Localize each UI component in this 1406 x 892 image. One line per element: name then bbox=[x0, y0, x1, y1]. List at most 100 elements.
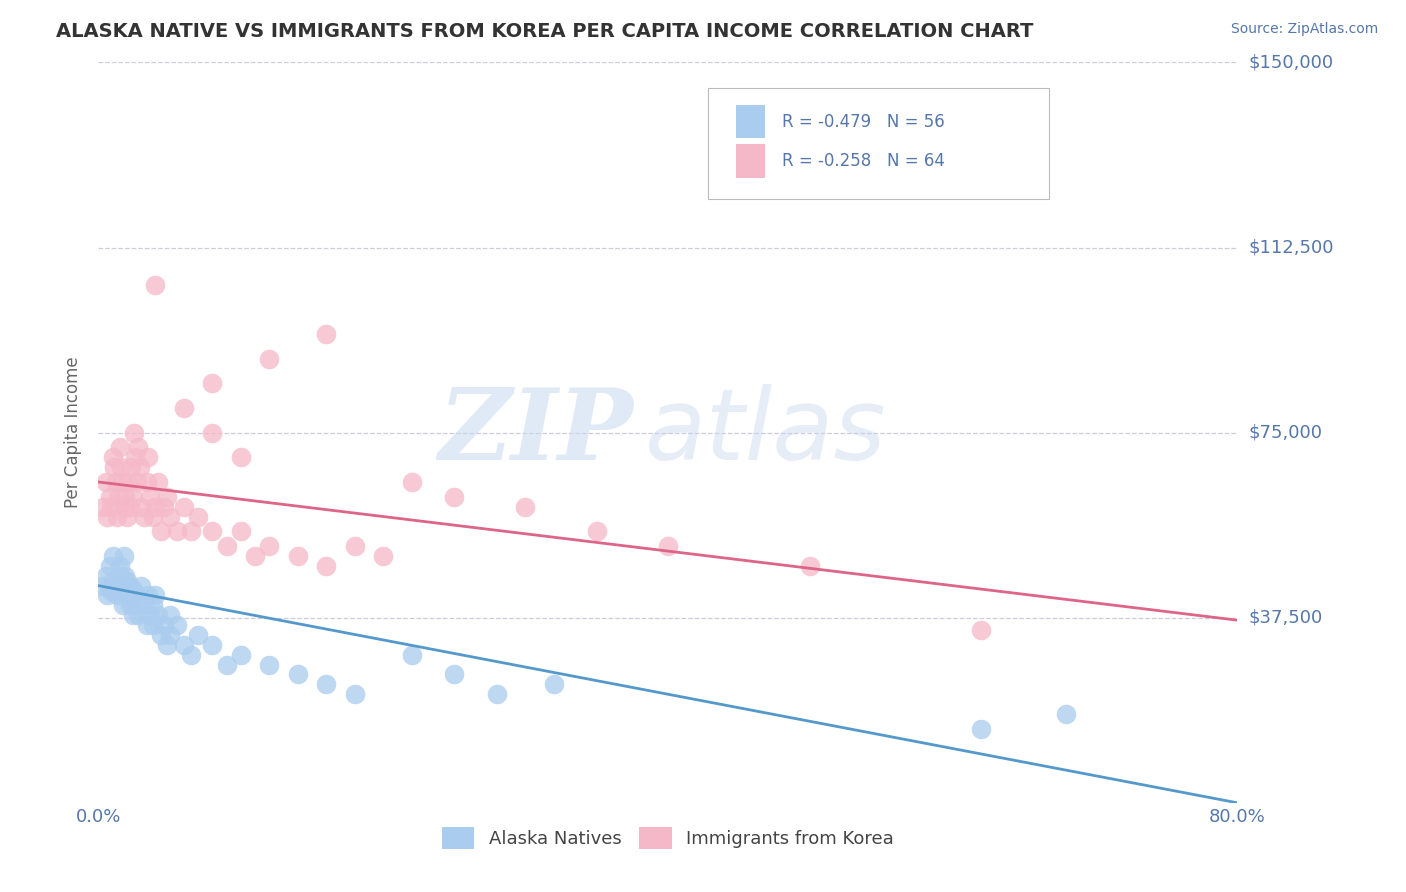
Point bbox=[1056, 706, 1078, 721]
Point bbox=[259, 351, 281, 366]
Text: ALASKA NATIVE VS IMMIGRANTS FROM KOREA PER CAPITA INCOME CORRELATION CHART: ALASKA NATIVE VS IMMIGRANTS FROM KOREA P… bbox=[56, 22, 1033, 41]
Point bbox=[229, 524, 252, 539]
Point bbox=[132, 509, 155, 524]
Point bbox=[127, 608, 149, 623]
Point bbox=[287, 667, 309, 681]
Point bbox=[112, 500, 135, 514]
Point bbox=[112, 549, 135, 563]
Text: $112,500: $112,500 bbox=[1249, 238, 1334, 257]
Point bbox=[108, 441, 131, 455]
Point bbox=[91, 579, 114, 593]
Point bbox=[138, 608, 160, 623]
Point bbox=[91, 500, 114, 514]
Point bbox=[100, 583, 122, 598]
Bar bbox=[737, 105, 765, 138]
Point bbox=[127, 441, 149, 455]
Point bbox=[287, 549, 309, 563]
Point bbox=[486, 687, 509, 701]
Point bbox=[201, 638, 224, 652]
Point bbox=[112, 583, 135, 598]
Point bbox=[101, 549, 124, 563]
Point bbox=[343, 539, 366, 553]
Point bbox=[135, 475, 157, 489]
Legend: Alaska Natives, Immigrants from Korea: Alaska Natives, Immigrants from Korea bbox=[434, 821, 901, 856]
Text: R = -0.258   N = 64: R = -0.258 N = 64 bbox=[782, 152, 945, 169]
Point bbox=[443, 667, 465, 681]
Point bbox=[141, 599, 163, 613]
Point bbox=[173, 401, 195, 415]
Point bbox=[159, 608, 181, 623]
Point bbox=[121, 608, 143, 623]
Point bbox=[229, 450, 252, 465]
Point bbox=[799, 558, 821, 573]
Point bbox=[141, 618, 163, 632]
Point bbox=[145, 589, 167, 603]
Point bbox=[122, 599, 145, 613]
Point bbox=[259, 539, 281, 553]
Point bbox=[105, 589, 128, 603]
Point bbox=[153, 618, 176, 632]
Point bbox=[156, 490, 179, 504]
Point bbox=[100, 500, 122, 514]
Point bbox=[315, 558, 337, 573]
Text: $150,000: $150,000 bbox=[1249, 54, 1333, 71]
Point bbox=[125, 589, 148, 603]
Point bbox=[180, 524, 202, 539]
Point bbox=[128, 460, 150, 475]
Point bbox=[166, 618, 188, 632]
Point bbox=[115, 589, 138, 603]
Point bbox=[138, 490, 160, 504]
Point bbox=[115, 574, 138, 588]
Point bbox=[373, 549, 395, 563]
Point bbox=[111, 599, 134, 613]
Text: ZIP: ZIP bbox=[439, 384, 634, 481]
Point bbox=[111, 475, 134, 489]
Point bbox=[243, 549, 266, 563]
Point bbox=[104, 475, 127, 489]
Point bbox=[970, 722, 993, 736]
Point bbox=[585, 524, 607, 539]
Text: R = -0.479   N = 56: R = -0.479 N = 56 bbox=[782, 112, 945, 130]
Point bbox=[543, 677, 565, 691]
Point bbox=[401, 475, 423, 489]
Point bbox=[129, 500, 152, 514]
Point bbox=[159, 509, 181, 524]
Point bbox=[201, 524, 224, 539]
Point bbox=[136, 450, 159, 465]
Point bbox=[156, 638, 179, 652]
Point bbox=[125, 475, 148, 489]
Point bbox=[187, 509, 209, 524]
Point bbox=[215, 539, 238, 553]
Point bbox=[515, 500, 537, 514]
Point bbox=[96, 589, 118, 603]
Text: atlas: atlas bbox=[645, 384, 887, 481]
Point bbox=[150, 524, 173, 539]
Point bbox=[215, 657, 238, 672]
Point bbox=[118, 579, 141, 593]
Point bbox=[94, 568, 117, 582]
Point bbox=[98, 490, 121, 504]
Point bbox=[114, 568, 136, 582]
Point bbox=[122, 425, 145, 440]
FancyBboxPatch shape bbox=[707, 88, 1049, 200]
Bar bbox=[737, 145, 765, 178]
Point bbox=[343, 687, 366, 701]
Text: Source: ZipAtlas.com: Source: ZipAtlas.com bbox=[1230, 22, 1378, 37]
Point bbox=[110, 460, 132, 475]
Point bbox=[94, 475, 117, 489]
Text: $75,000: $75,000 bbox=[1249, 424, 1323, 442]
Point bbox=[108, 558, 131, 573]
Point bbox=[118, 500, 141, 514]
Point bbox=[315, 326, 337, 341]
Point bbox=[110, 579, 132, 593]
Point bbox=[166, 524, 188, 539]
Point bbox=[153, 500, 176, 514]
Point bbox=[315, 677, 337, 691]
Point bbox=[132, 599, 155, 613]
Point bbox=[104, 579, 127, 593]
Point bbox=[136, 589, 159, 603]
Point bbox=[101, 574, 124, 588]
Point bbox=[122, 583, 145, 598]
Point bbox=[96, 509, 118, 524]
Point bbox=[98, 558, 121, 573]
